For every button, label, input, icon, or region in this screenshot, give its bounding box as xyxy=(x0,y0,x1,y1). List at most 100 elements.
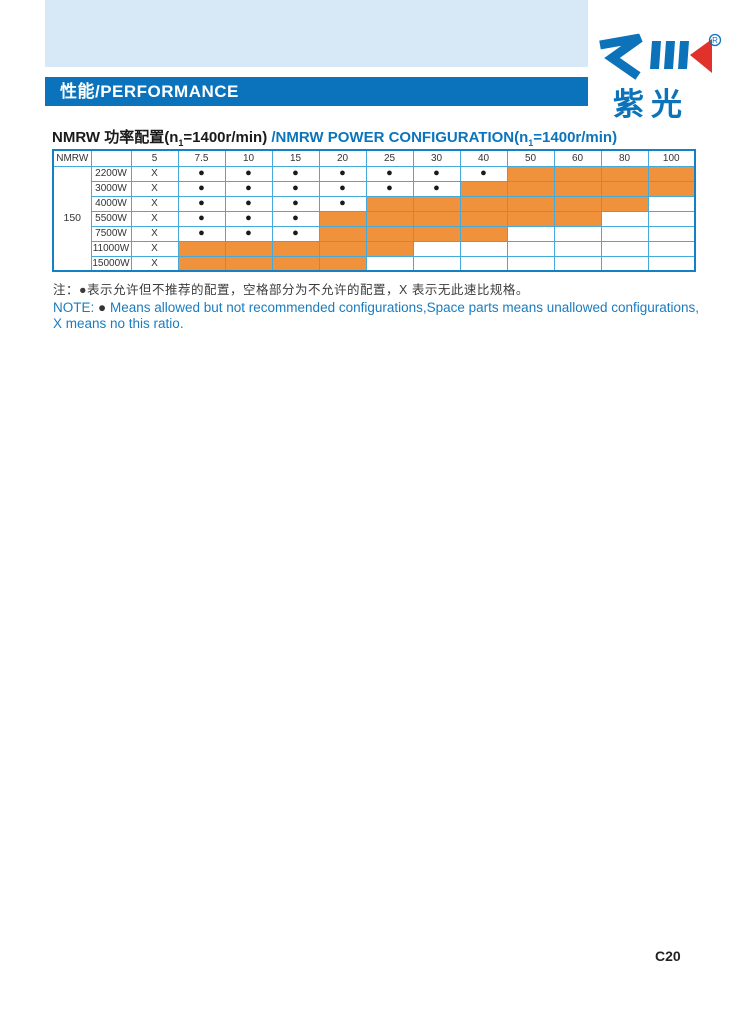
ratio-cell xyxy=(647,180,696,197)
power-label-cell: 2200W xyxy=(90,165,132,182)
ratio-cell xyxy=(506,225,555,242)
power-label-cell: 5500W xyxy=(90,210,132,227)
ratio-cell xyxy=(553,255,602,272)
ratio-cell xyxy=(459,195,508,212)
table-row: 11000W X xyxy=(53,240,696,257)
zik-logo-icon: R xyxy=(599,33,722,80)
ratio-cell: X xyxy=(130,165,179,182)
table-row: 15000W X xyxy=(53,255,696,272)
ratio-header: 10 xyxy=(224,149,273,167)
brand-name-cn: 紫光 xyxy=(613,87,689,122)
ratio-cell: ● xyxy=(177,225,226,242)
ratio-cell: X xyxy=(130,195,179,212)
ratio-header: 30 xyxy=(412,149,461,167)
table-row: 7500W X ● ● ● xyxy=(53,225,696,242)
ratio-cell xyxy=(600,165,649,182)
ratio-cell xyxy=(365,255,414,272)
power-configuration-table: NMRW 5 7.5 10 15 20 25 30 40 50 60 80 100 150 2200W X ●… xyxy=(52,149,696,272)
ratio-header: 7.5 xyxy=(177,149,226,167)
ratio-cell xyxy=(459,225,508,242)
ratio-cell xyxy=(647,210,696,227)
ratio-cell xyxy=(412,210,461,227)
ratio-cell xyxy=(647,225,696,242)
power-label-cell: 11000W xyxy=(90,240,132,257)
ratio-cell: ● xyxy=(177,180,226,197)
note-en-text: Means allowed but not recommended config… xyxy=(53,300,700,332)
note-en-label: NOTE: xyxy=(53,300,95,315)
ratio-cell: ● xyxy=(177,195,226,212)
ratio-cell xyxy=(271,255,320,272)
note-cn: 注：●表示允许但不推荐的配置，空格部分为不允许的配置，X 表示无此速比规格。 xyxy=(53,283,529,297)
section-title-cn: NMRW 功率配置(n1=1400r/min) xyxy=(52,129,272,148)
ratio-header: 5 xyxy=(130,149,179,167)
ratio-cell: ● xyxy=(224,165,273,182)
table-row: 3000W X ● ● ● ● ● ● xyxy=(53,180,696,197)
ratio-cell: ● xyxy=(177,210,226,227)
ratio-cell: X xyxy=(130,240,179,257)
ratio-cell xyxy=(647,255,696,272)
power-label-cell: 15000W xyxy=(90,255,132,272)
ratio-cell xyxy=(224,240,273,257)
ratio-cell xyxy=(506,255,555,272)
ratio-cell: ● xyxy=(271,225,320,242)
ratio-cell xyxy=(553,225,602,242)
banner-title: 性能/PERFORMANCE xyxy=(60,82,239,101)
ratio-cell xyxy=(647,165,696,182)
ratio-header-row: NMRW 5 7.5 10 15 20 25 30 40 50 60 80 100 xyxy=(52,149,696,167)
ratio-cell: X xyxy=(130,225,179,242)
ratio-cell xyxy=(506,165,555,182)
ratio-cell xyxy=(553,210,602,227)
note-en: NOTE: ● Means allowed but not recommende… xyxy=(53,300,701,333)
section-title: NMRW 功率配置(n1=1400r/min) /NMRW POWER CONF… xyxy=(52,126,617,148)
ratio-cell: X xyxy=(130,180,179,197)
ratio-header: 100 xyxy=(647,149,696,167)
ratio-cell xyxy=(600,210,649,227)
ratio-header: 50 xyxy=(506,149,555,167)
header-lightblue-block xyxy=(45,0,588,67)
ratio-cell: ● xyxy=(459,165,508,182)
ratio-cell: ● xyxy=(365,180,414,197)
ratio-header: 60 xyxy=(553,149,602,167)
group-label-cell: 150 xyxy=(52,165,92,272)
ratio-cell xyxy=(318,225,367,242)
ratio-cell: ● xyxy=(318,180,367,197)
ratio-cell xyxy=(647,240,696,257)
table-row: 150 2200W X ● ● ● ● ● ● ● xyxy=(52,165,696,272)
ratio-cell xyxy=(318,210,367,227)
svg-text:R: R xyxy=(712,36,718,45)
ratio-cell xyxy=(600,240,649,257)
ratio-cell: ● xyxy=(271,210,320,227)
ratio-cell xyxy=(271,240,320,257)
ratio-cell xyxy=(506,180,555,197)
blank-header xyxy=(90,149,132,167)
ratio-cell xyxy=(506,210,555,227)
ratio-cell: ● xyxy=(224,180,273,197)
ratio-cell xyxy=(318,240,367,257)
ratio-cell xyxy=(553,195,602,212)
ratio-cell xyxy=(177,240,226,257)
ratio-cell: X xyxy=(130,210,179,227)
ratio-cell: ● xyxy=(318,195,367,212)
ratio-cell xyxy=(365,195,414,212)
ratio-cell: ● xyxy=(271,165,320,182)
ratio-cell xyxy=(365,240,414,257)
ratio-cell xyxy=(412,225,461,242)
ratio-cell xyxy=(600,255,649,272)
ratio-cell: ● xyxy=(271,195,320,212)
ratio-cell xyxy=(365,225,414,242)
ratio-cell xyxy=(600,195,649,212)
table-row: 4000W X ● ● ● ● xyxy=(53,195,696,212)
power-label-cell: 4000W xyxy=(90,195,132,212)
ratio-cell xyxy=(553,240,602,257)
ratio-cell: X xyxy=(130,255,179,272)
ratio-cell: ● xyxy=(365,165,414,182)
ratio-cell xyxy=(177,255,226,272)
ratio-cell xyxy=(224,255,273,272)
ratio-cell: ● xyxy=(177,165,226,182)
ratio-cell xyxy=(365,210,414,227)
brand-logo: R 紫光 xyxy=(596,33,726,122)
power-label-cell: 7500W xyxy=(90,225,132,242)
ratio-cell: ● xyxy=(224,210,273,227)
ratio-cell xyxy=(600,225,649,242)
